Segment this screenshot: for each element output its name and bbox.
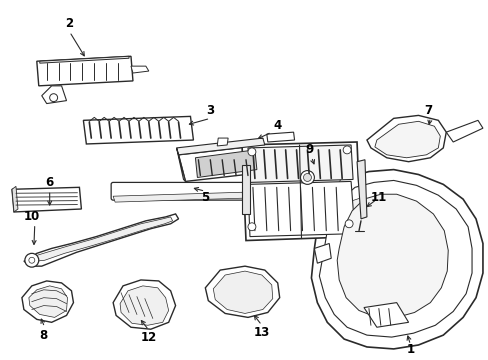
Polygon shape [363, 303, 408, 327]
Polygon shape [205, 266, 279, 318]
FancyBboxPatch shape [111, 183, 244, 200]
Polygon shape [176, 148, 185, 181]
Polygon shape [247, 181, 354, 237]
Polygon shape [131, 66, 148, 73]
Polygon shape [120, 286, 168, 325]
Polygon shape [374, 121, 439, 158]
Text: 13: 13 [253, 326, 269, 339]
Polygon shape [29, 286, 67, 318]
Text: 11: 11 [370, 191, 386, 204]
Text: 5: 5 [201, 191, 209, 204]
Polygon shape [346, 198, 373, 218]
Text: 1: 1 [406, 343, 414, 356]
Circle shape [247, 223, 255, 231]
Polygon shape [24, 214, 178, 266]
Polygon shape [366, 116, 446, 162]
Circle shape [345, 220, 352, 228]
Polygon shape [37, 56, 133, 86]
Polygon shape [22, 281, 73, 322]
Text: 4: 4 [273, 119, 281, 132]
Circle shape [50, 94, 58, 102]
Polygon shape [195, 150, 256, 177]
Polygon shape [343, 195, 376, 221]
Polygon shape [113, 192, 244, 202]
Polygon shape [446, 120, 482, 142]
Circle shape [29, 257, 35, 263]
Polygon shape [242, 165, 249, 214]
Polygon shape [83, 116, 193, 144]
Polygon shape [41, 86, 66, 104]
Circle shape [303, 174, 311, 181]
Polygon shape [304, 160, 343, 189]
Text: 12: 12 [141, 330, 157, 343]
Polygon shape [242, 142, 360, 240]
Polygon shape [217, 138, 228, 146]
Polygon shape [176, 138, 264, 155]
Text: 3: 3 [206, 104, 214, 117]
Polygon shape [297, 155, 348, 194]
Polygon shape [266, 132, 294, 142]
Text: 7: 7 [424, 104, 431, 117]
Text: 2: 2 [65, 17, 73, 30]
Text: 6: 6 [45, 176, 54, 189]
Polygon shape [12, 186, 18, 212]
Polygon shape [178, 145, 271, 181]
Polygon shape [113, 280, 175, 329]
Polygon shape [337, 194, 447, 318]
Circle shape [343, 146, 350, 154]
Polygon shape [311, 170, 482, 349]
Circle shape [25, 253, 39, 267]
Polygon shape [247, 145, 352, 183]
Text: 10: 10 [23, 210, 40, 224]
Polygon shape [213, 271, 272, 314]
Circle shape [300, 171, 314, 184]
Polygon shape [314, 243, 330, 263]
Text: 8: 8 [40, 329, 48, 342]
Polygon shape [356, 160, 366, 219]
Polygon shape [40, 56, 129, 63]
Polygon shape [34, 217, 172, 261]
Circle shape [247, 148, 255, 156]
Polygon shape [12, 187, 81, 212]
Polygon shape [319, 180, 471, 337]
Text: 9: 9 [305, 143, 313, 156]
